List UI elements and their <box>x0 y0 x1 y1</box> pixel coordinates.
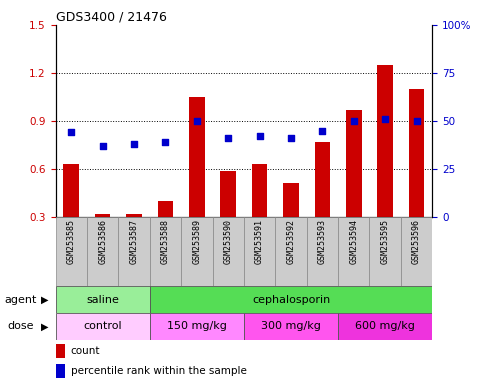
Point <box>161 139 170 145</box>
Bar <box>307 217 338 286</box>
Bar <box>369 217 401 286</box>
Text: GSM253593: GSM253593 <box>318 219 327 264</box>
Text: GSM253595: GSM253595 <box>381 219 390 264</box>
Text: GSM253586: GSM253586 <box>98 219 107 264</box>
Bar <box>283 184 299 217</box>
Text: saline: saline <box>86 295 119 305</box>
Text: control: control <box>84 321 122 331</box>
Bar <box>56 344 65 358</box>
Point <box>319 127 327 134</box>
Bar <box>346 110 362 217</box>
Bar <box>157 201 173 217</box>
Point <box>130 141 138 147</box>
Bar <box>252 164 268 217</box>
Bar <box>87 217 118 286</box>
Point <box>287 135 295 141</box>
Text: 300 mg/kg: 300 mg/kg <box>261 321 321 331</box>
Bar <box>275 217 307 286</box>
Text: GSM253587: GSM253587 <box>129 219 139 264</box>
Bar <box>56 313 150 340</box>
Point <box>412 118 420 124</box>
Text: GSM253591: GSM253591 <box>255 219 264 264</box>
Bar <box>118 217 150 286</box>
Text: GSM253585: GSM253585 <box>67 219 76 264</box>
Text: GSM253596: GSM253596 <box>412 219 421 264</box>
Text: dose: dose <box>7 321 34 331</box>
Bar <box>150 217 181 286</box>
Text: GSM253592: GSM253592 <box>286 219 296 264</box>
Text: ▶: ▶ <box>41 295 49 305</box>
Bar <box>63 164 79 217</box>
Text: GSM253589: GSM253589 <box>192 219 201 264</box>
Point <box>224 135 232 141</box>
Text: cephalosporin: cephalosporin <box>252 295 330 305</box>
Text: 600 mg/kg: 600 mg/kg <box>355 321 415 331</box>
Bar <box>126 214 142 217</box>
Bar <box>244 313 338 340</box>
Bar <box>244 217 275 286</box>
Bar <box>95 214 111 217</box>
Text: count: count <box>71 346 100 356</box>
Text: GSM253588: GSM253588 <box>161 219 170 264</box>
Text: agent: agent <box>5 295 37 305</box>
Point <box>193 118 201 124</box>
Point <box>68 129 75 136</box>
Bar <box>377 65 393 217</box>
Bar <box>338 313 432 340</box>
Text: ▶: ▶ <box>41 321 49 331</box>
Bar <box>338 217 369 286</box>
Bar <box>409 89 425 217</box>
Bar <box>220 170 236 217</box>
Bar <box>56 364 65 378</box>
Text: GDS3400 / 21476: GDS3400 / 21476 <box>56 11 167 24</box>
Bar <box>150 313 244 340</box>
Bar <box>56 217 87 286</box>
Text: GSM253590: GSM253590 <box>224 219 233 264</box>
Bar <box>56 286 150 313</box>
Bar <box>314 142 330 217</box>
Bar <box>181 217 213 286</box>
Point <box>99 143 107 149</box>
Text: percentile rank within the sample: percentile rank within the sample <box>71 366 246 376</box>
Text: GSM253594: GSM253594 <box>349 219 358 264</box>
Bar <box>150 286 432 313</box>
Point <box>350 118 357 124</box>
Bar <box>213 217 244 286</box>
Point <box>256 133 264 139</box>
Point <box>382 116 389 122</box>
Text: 150 mg/kg: 150 mg/kg <box>167 321 227 331</box>
Bar <box>189 97 205 217</box>
Bar <box>401 217 432 286</box>
